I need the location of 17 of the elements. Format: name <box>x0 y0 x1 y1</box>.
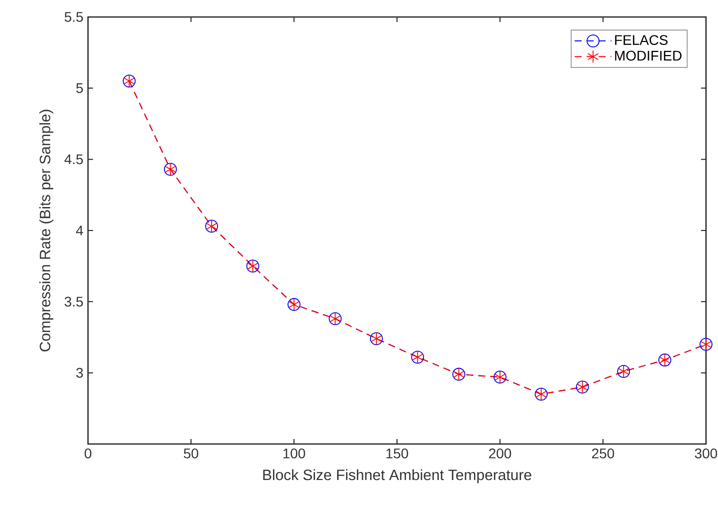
y-tick-label: 3 <box>76 368 83 378</box>
x-tick-label: 150 <box>386 448 408 458</box>
x-tick-label: 50 <box>184 448 198 458</box>
x-axis-title: Block Size Fishnet Ambient Temperature <box>263 469 532 484</box>
x-tick-label: 300 <box>694 448 718 458</box>
x-tick-label: 200 <box>489 448 512 458</box>
x-tick-label: 100 <box>283 448 306 458</box>
y-tick-label: 3.5 <box>64 296 83 307</box>
y-tick-label: 5.5 <box>64 12 83 22</box>
y-tick-label: 4 <box>76 226 84 236</box>
y-tick-label: 4.5 <box>64 154 83 164</box>
legend-label: MODIFIED <box>615 50 682 61</box>
y-axis-title: Compression Rate (Bits per Sample) <box>39 110 54 352</box>
y-tick-label: 5 <box>76 83 83 94</box>
x-tick-label: 0 <box>84 448 92 458</box>
legend-label: FELACS <box>615 35 668 45</box>
x-tick-label: 250 <box>592 448 614 458</box>
